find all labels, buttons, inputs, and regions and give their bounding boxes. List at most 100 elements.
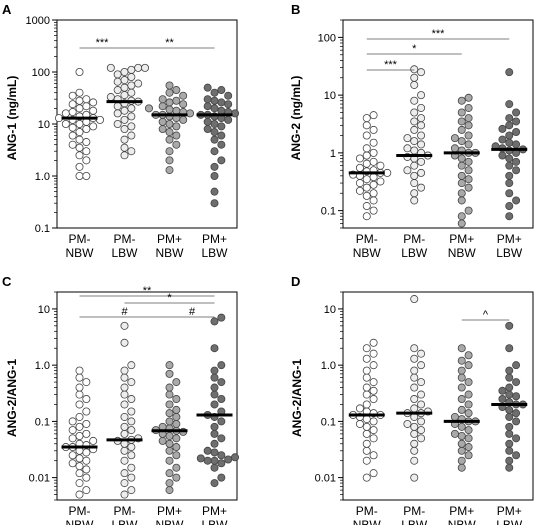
panel-d-point — [410, 439, 419, 448]
panel-b-xtick-label: NBW — [448, 246, 477, 260]
panel-b-ytick-label: 1 — [330, 148, 336, 160]
panel-b-point — [369, 125, 378, 134]
panel-c-point — [120, 390, 129, 399]
panel-d-point — [410, 373, 419, 382]
panel-d-ytick-label: 0.01 — [315, 473, 336, 485]
panel-b-point — [417, 91, 426, 100]
panel-a-point — [75, 128, 84, 137]
panel-d-point — [369, 349, 378, 358]
panel-b-point — [464, 103, 473, 112]
panel-a-point — [120, 143, 129, 152]
panel-b-point — [369, 157, 378, 166]
panel-a-point — [120, 125, 129, 134]
panel-c-point — [120, 469, 129, 478]
panel-a-point — [165, 88, 174, 97]
panel-d-point — [464, 390, 473, 399]
panel-a-point — [127, 147, 136, 156]
panel-b-point — [512, 166, 521, 175]
panel-b-point — [417, 121, 426, 130]
panel-a-ytick-label: 100 — [32, 67, 50, 79]
panel-a-point — [127, 73, 136, 82]
panel-b-point — [362, 183, 371, 192]
panel-c-sig-label: # — [121, 306, 128, 318]
panel-c-point — [210, 373, 219, 382]
panel-a-xtick-label: PM+ — [157, 232, 182, 246]
panel-a-ytick-label: 0.1 — [35, 223, 50, 235]
panel-a-point — [179, 115, 188, 124]
panel-a-plot: 0.11.0101001000PM-NBWPM-LBWPM+NBWPM+LBW*… — [26, 15, 240, 260]
panel-a-point — [75, 171, 84, 180]
panel-a-point — [61, 120, 70, 129]
panel-b-point — [512, 140, 521, 149]
panel-c-point — [165, 409, 174, 418]
panel-d-point — [417, 390, 426, 399]
panel-b-point — [410, 125, 419, 134]
panel-b-point — [457, 189, 466, 198]
panel-d-point — [362, 383, 371, 392]
panel-b-xtick-label: PM- — [403, 232, 425, 246]
panel-d-point — [464, 451, 473, 460]
panel-c-point — [120, 446, 129, 455]
panel-c-ytick-label: 0.01 — [29, 473, 50, 485]
panel-c-point — [82, 486, 91, 495]
panel-b-point — [362, 131, 371, 140]
panel-a-point — [141, 63, 150, 72]
panel-c-xtick-label: PM- — [69, 504, 91, 518]
panel-b-point — [369, 173, 378, 182]
panel-a-point — [134, 63, 143, 72]
panel-c-point — [82, 395, 91, 404]
panel-d-point — [450, 412, 459, 421]
panel-b-point — [376, 177, 385, 186]
panel-c-point — [82, 448, 91, 457]
panel-d-xtick-label: PM- — [403, 504, 425, 518]
panel-c-point — [172, 434, 181, 443]
panel-c-point — [217, 473, 226, 482]
panel-c-point — [165, 479, 174, 488]
panel-b-point — [498, 135, 507, 144]
panel-a-point — [75, 88, 84, 97]
panel-b-point — [362, 159, 371, 168]
panel-d-point — [362, 400, 371, 409]
panel-b-point — [512, 117, 521, 126]
panel-b-point — [457, 117, 466, 126]
panel-b-point — [457, 137, 466, 146]
panel-a-point — [172, 106, 181, 115]
panel-c-point — [210, 400, 219, 409]
panel-d-point — [410, 404, 419, 413]
panel-a-point — [224, 115, 233, 124]
panel-a-point — [113, 109, 122, 118]
panel-c-point — [127, 407, 136, 416]
panel-b-point — [362, 202, 371, 211]
panel-a-point — [179, 100, 188, 109]
panel-d-point — [457, 446, 466, 455]
panel-b-point — [410, 161, 419, 170]
panel-b-point — [450, 134, 459, 143]
panel-c-point — [120, 338, 129, 347]
panel-c-point — [203, 456, 212, 465]
panel-a-xtick-label: PM+ — [202, 232, 227, 246]
panel-c-point — [75, 412, 84, 421]
panel-d-point — [410, 344, 419, 353]
panel-c-plot: 0.010.11.010PM-NBWPM-LBWPM+NBWPM+LBW***#… — [29, 285, 240, 525]
panel-d-point — [355, 404, 364, 413]
panel-c-point — [82, 465, 91, 474]
panel-d-point — [355, 419, 364, 428]
panel-c-point — [172, 473, 181, 482]
panel-d-xtick-label: NBW — [353, 518, 382, 525]
panel-d-point — [362, 429, 371, 438]
panel-d-point — [457, 405, 466, 414]
panel-b-point — [498, 124, 507, 133]
panel-d-xtick-label: PM+ — [497, 504, 522, 518]
panel-c-point — [127, 417, 136, 426]
panel-d-point — [512, 417, 521, 426]
panel-c-point — [68, 451, 77, 460]
panel-c-point — [210, 463, 219, 472]
panel-c-letter: C — [2, 274, 12, 289]
panel-c-point — [165, 431, 174, 440]
panel-d-point — [457, 373, 466, 382]
panel-b-point — [505, 121, 514, 130]
panel-c-point — [127, 451, 136, 460]
panel-c-point — [165, 390, 174, 399]
panel-a-point — [179, 91, 188, 100]
panel-a-point — [165, 120, 174, 129]
